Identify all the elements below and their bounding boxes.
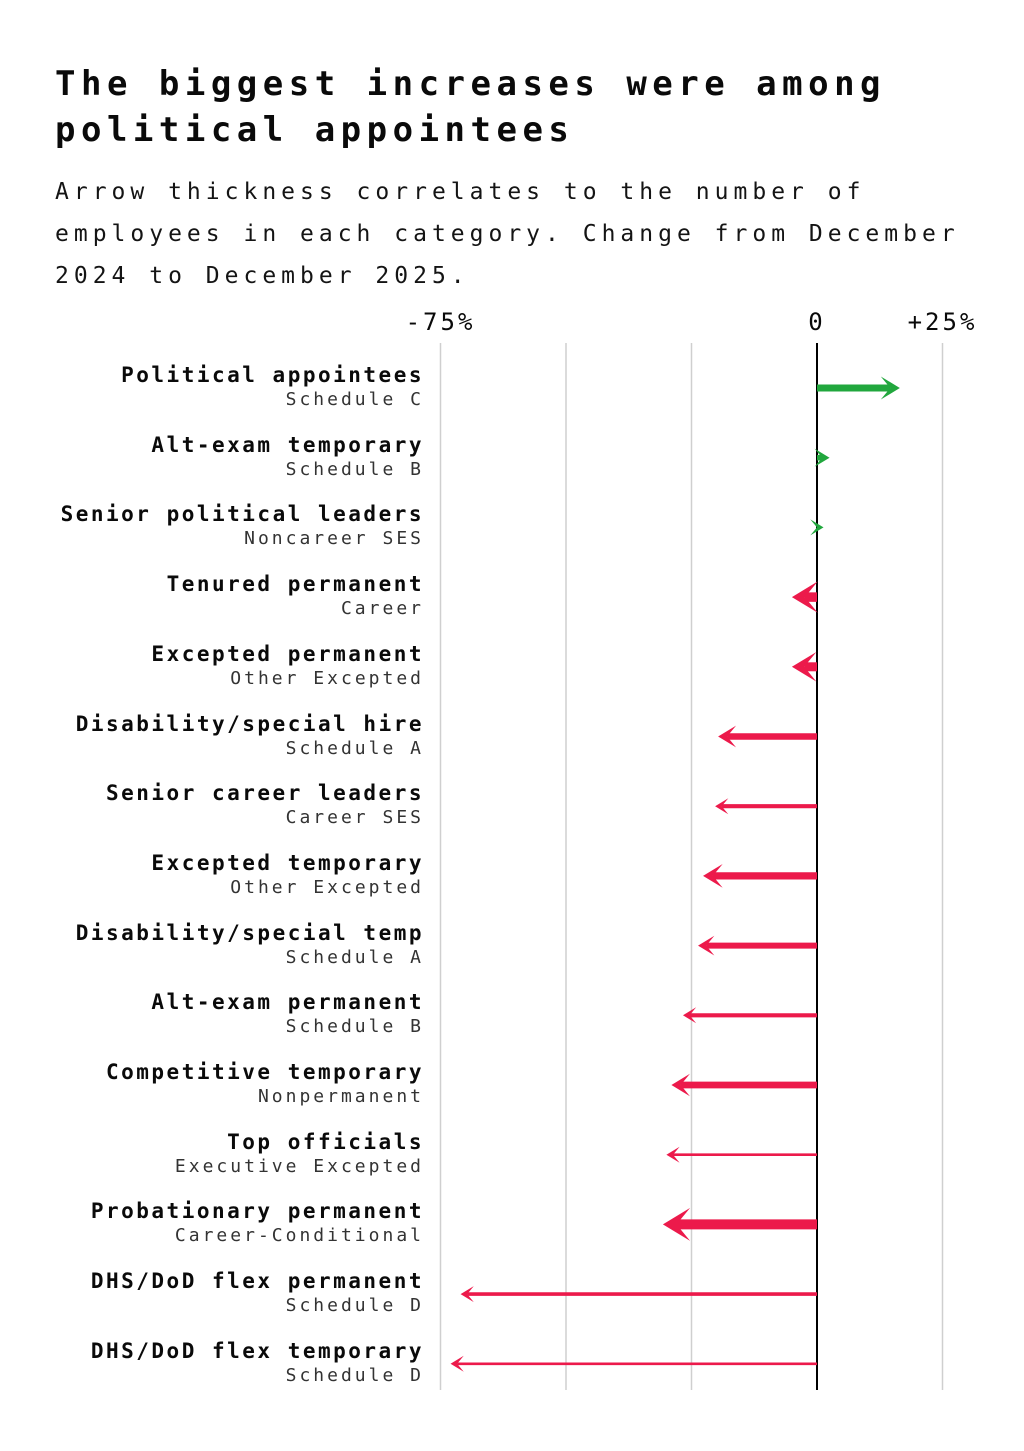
category-label: Tenured permanent xyxy=(166,572,424,597)
category-sublabel: Schedule A xyxy=(285,737,424,759)
category-sublabel: Schedule B xyxy=(285,1016,424,1038)
category-label-block: Excepted temporary Other Excepted xyxy=(151,851,424,899)
category-label: DHS/DoD flex temporary xyxy=(90,1338,424,1363)
category-sublabel: Career xyxy=(340,598,424,620)
category-sublabel: Nonpermanent xyxy=(257,1086,424,1107)
category-label: Senior political leaders xyxy=(60,502,424,527)
category-label-block: Competitive temporary Nonpermanent xyxy=(106,1060,424,1108)
category-label: Excepted permanent xyxy=(151,641,424,666)
category-label-block: Disability/special temp Schedule A xyxy=(76,921,424,969)
arrow-head-left xyxy=(671,1073,690,1097)
arrow-head-left xyxy=(718,725,737,748)
category-label-block: Alt-exam temporary Schedule B xyxy=(151,433,424,481)
category-sublabel: Schedule C xyxy=(285,389,424,410)
arrow-head-right xyxy=(814,448,830,467)
category-sublabel: Schedule B xyxy=(285,458,424,480)
category-label: Political appointees xyxy=(121,363,424,387)
category-label-block: Tenured permanent Career xyxy=(167,572,424,620)
category-label-block: Political appointees Schedule C xyxy=(121,363,424,411)
category-label-block: DHS/DoD flex temporary Schedule D xyxy=(91,1339,424,1387)
category-sublabel: Schedule D xyxy=(285,1295,424,1317)
category-label: Probationary permanent xyxy=(90,1199,424,1224)
category-label-block: Senior political leaders Noncareer SES xyxy=(61,502,424,550)
arrow-head-left xyxy=(791,581,818,613)
x-axis-tick-neg75: -75% xyxy=(405,308,476,336)
category-sublabel: Other Excepted xyxy=(230,667,424,689)
arrow-head-right xyxy=(880,376,900,400)
category-label-block: Excepted permanent Other Excepted xyxy=(151,642,424,690)
arrow-head-left xyxy=(715,798,729,815)
category-label: Excepted temporary xyxy=(151,850,424,875)
category-sublabel: Career SES xyxy=(285,807,424,829)
category-label: Competitive temporary xyxy=(105,1060,424,1084)
category-label-block: Probationary permanent Career-Conditiona… xyxy=(91,1199,424,1247)
arrow-head-right xyxy=(810,519,824,536)
category-label: Alt-exam temporary xyxy=(151,432,424,457)
category-sublabel: Career-Conditional xyxy=(174,1225,424,1247)
arrow-head-left xyxy=(698,935,715,956)
category-label-block: DHS/DoD flex permanent Schedule D xyxy=(91,1269,424,1317)
chart-title: The biggest increases were among politic… xyxy=(55,63,887,150)
arrow-head-left xyxy=(703,864,723,888)
arrow-head-left xyxy=(791,651,817,682)
x-axis-tick-pos25: +25% xyxy=(907,308,978,336)
chart-subtitle: Arrow thickness correlates to the number… xyxy=(55,179,960,289)
x-axis-tick-zero: 0 xyxy=(808,308,826,336)
category-label: Alt-exam permanent xyxy=(151,990,424,1015)
arrow-head-left xyxy=(666,1146,680,1163)
category-sublabel: Noncareer SES xyxy=(244,528,424,550)
category-sublabel: Schedule D xyxy=(285,1364,424,1386)
category-label: Senior career leaders xyxy=(105,781,424,806)
category-label: DHS/DoD flex permanent xyxy=(90,1269,424,1294)
category-label-block: Top officials Executive Excepted xyxy=(175,1130,424,1178)
category-label: Disability/special temp xyxy=(75,920,424,945)
category-label-block: Alt-exam permanent Schedule B xyxy=(151,990,424,1038)
category-label-block: Senior career leaders Career SES xyxy=(106,781,424,829)
arrow-head-left xyxy=(450,1355,464,1372)
category-sublabel: Executive Excepted xyxy=(174,1155,424,1177)
arrow-head-left xyxy=(682,1007,697,1024)
category-sublabel: Other Excepted xyxy=(230,876,424,898)
category-label: Top officials xyxy=(227,1129,424,1154)
category-label: Disability/special hire xyxy=(75,711,424,736)
arrow-head-left xyxy=(460,1286,474,1303)
category-sublabel: Schedule A xyxy=(285,946,424,968)
category-label-block: Disability/special hire Schedule A xyxy=(76,712,424,760)
arrow-head-left xyxy=(662,1207,691,1241)
